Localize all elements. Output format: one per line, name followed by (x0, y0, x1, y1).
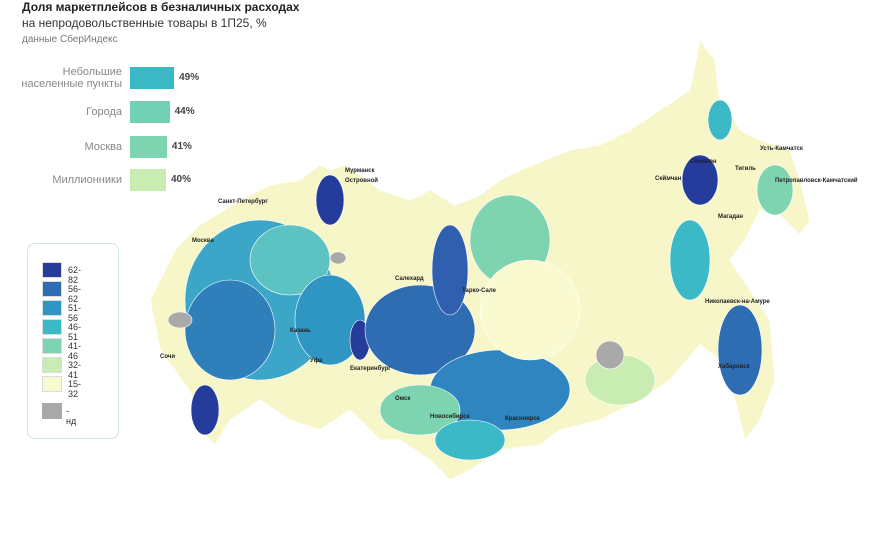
bar (130, 136, 167, 158)
title: Доля маркетплейсов в безналичных расхода… (22, 0, 300, 14)
city: Тигиль (735, 166, 756, 172)
city: Тарко-Сале (462, 288, 497, 294)
city-labels: Мурманск Островной Санкт-Петербург Москв… (160, 146, 858, 422)
legend-label: 15-32 (68, 379, 82, 399)
legend-swatch (42, 338, 62, 354)
city: Оймякон (690, 158, 717, 165)
legend-label: 41-46 (68, 341, 82, 361)
value-label: 40% (171, 174, 192, 185)
city: Николаевск-на-Амуре (705, 299, 770, 305)
legend-swatch (42, 403, 62, 419)
legend-swatch (42, 319, 62, 335)
city: Магадан (718, 214, 743, 220)
legend-label: 46-51 (68, 322, 82, 342)
city: Усть-Камчатск (760, 146, 803, 152)
value-label: 49% (179, 72, 200, 83)
legend-label: 51-56 (68, 303, 82, 323)
city: Салехард (395, 276, 424, 282)
subtitle: на непродовольственные товары в 1П25, % (22, 16, 267, 30)
city: Островной (345, 177, 378, 184)
city: Санкт-Петербург (218, 198, 268, 205)
legend-swatch (42, 300, 62, 316)
city: Казань (290, 328, 311, 334)
city: Сеймчан (655, 175, 682, 182)
city: Петропавловск-Камчатский (775, 177, 858, 184)
city: Мурманск (345, 168, 375, 174)
legend-label: - нд (66, 406, 77, 426)
value-label: 44% (174, 106, 195, 117)
category-label: Миллионники (52, 174, 122, 186)
value-label: 41% (171, 141, 192, 152)
city: Красноярск (505, 416, 540, 422)
category-label: Небольшие населенные пункты (21, 66, 122, 90)
bar (130, 169, 166, 191)
city: Новосибирск (430, 413, 470, 420)
source: данные СберИндекс (22, 34, 118, 45)
legend-swatch (42, 376, 62, 392)
city: Екатеринбург (350, 365, 391, 372)
city: Москва (192, 238, 215, 244)
regions (167, 99, 794, 461)
legend-label: 62-82 (68, 265, 82, 285)
legend-swatch (42, 357, 62, 373)
legend-label: 32-41 (68, 360, 82, 380)
city: Уфа (310, 357, 323, 364)
map-legend (27, 243, 119, 439)
bar-chart: Небольшие населенные пункты 49% Города 44% М… (0, 0, 260, 200)
legend-swatch (42, 262, 62, 278)
bar (130, 67, 175, 89)
city: Сочи (160, 354, 175, 360)
category-label: Москва (84, 141, 122, 153)
city: Омск (395, 396, 410, 402)
city: Хабаровск (718, 363, 750, 370)
legend-label: 56-62 (68, 284, 82, 304)
bar (130, 101, 170, 123)
legend-swatch (42, 281, 62, 297)
category-label: Города (86, 106, 122, 118)
